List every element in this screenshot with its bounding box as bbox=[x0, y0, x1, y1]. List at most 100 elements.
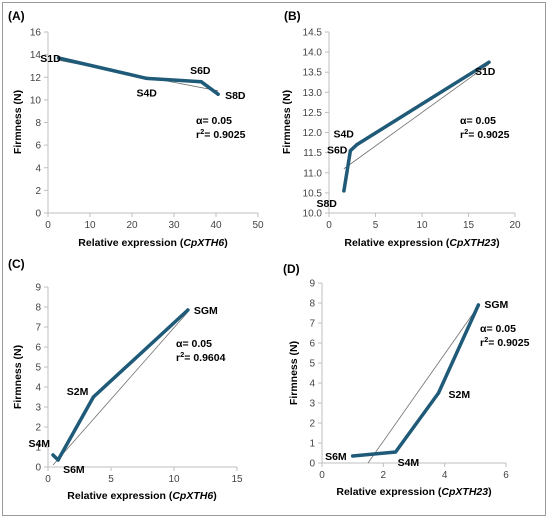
x-tick-label: 40 bbox=[210, 220, 222, 231]
x-tick-label: 0 bbox=[45, 474, 51, 485]
y-tick-label: 16 bbox=[30, 28, 42, 39]
y-tick-label: 2 bbox=[35, 423, 41, 434]
point-label: S4D bbox=[333, 129, 354, 141]
alpha-label: α= 0.05 bbox=[480, 323, 516, 335]
r-squared-label: r2= 0.9025 bbox=[480, 335, 530, 349]
x-axis-title-close: ) bbox=[496, 237, 500, 249]
y-tick-label: 5 bbox=[35, 363, 41, 374]
y-axis-title: Firmness (N) bbox=[288, 341, 300, 405]
data-point bbox=[199, 80, 203, 84]
y-tick-label: 6 bbox=[35, 343, 41, 354]
data-point bbox=[487, 60, 491, 64]
x-axis-title-gene: CpXTH6 bbox=[172, 490, 213, 502]
point-label: S4D bbox=[136, 87, 157, 99]
point-label: S1D bbox=[40, 53, 61, 65]
y-tick-label: 14.0 bbox=[303, 48, 323, 59]
r2-prefix: r bbox=[196, 129, 200, 141]
trendline bbox=[52, 311, 189, 466]
r2-superscript: 2 bbox=[200, 127, 204, 136]
r-squared-label: r2= 0.9604 bbox=[176, 350, 226, 364]
y-axis-title: Firmness (N) bbox=[12, 90, 24, 154]
r2-superscript: 2 bbox=[464, 127, 468, 136]
x-axis-title-close: ) bbox=[488, 486, 492, 498]
y-tick-label: 10.5 bbox=[303, 188, 323, 199]
data-point bbox=[355, 143, 359, 147]
alpha-label: α= 0.05 bbox=[196, 115, 232, 127]
y-tick-label: 5 bbox=[309, 359, 315, 370]
data-point bbox=[56, 458, 60, 462]
y-tick-label: 14 bbox=[30, 50, 42, 61]
trendline bbox=[343, 63, 490, 170]
y-axis-title: Firmness (N) bbox=[12, 345, 24, 409]
y-tick-label: 8 bbox=[35, 303, 41, 314]
data-point bbox=[91, 395, 95, 399]
alpha-label: α= 0.05 bbox=[176, 338, 212, 350]
r2-prefix: r bbox=[480, 337, 484, 349]
x-axis-title-text: Relative expression ( bbox=[67, 490, 173, 502]
data-point bbox=[351, 454, 355, 458]
data-point bbox=[51, 453, 55, 457]
chart-panel-1: (A) 0 2 4 6 8 10 12 14 16 0 10 20 30 40 50 S1D S4D S6D S8D α… bbox=[8, 9, 264, 249]
point-label: S6M bbox=[325, 451, 347, 463]
y-tick-label: 8 bbox=[35, 118, 41, 129]
y-tick-label: 0 bbox=[309, 459, 315, 470]
panel-label: (D) bbox=[283, 262, 300, 276]
x-axis-title-close: ) bbox=[224, 237, 228, 249]
x-tick-label: 5 bbox=[108, 474, 114, 485]
series-line-1 bbox=[51, 308, 190, 462]
point-label: SGM bbox=[484, 299, 508, 311]
x-axis-title: Relative expression (CpXTH6) bbox=[67, 490, 216, 502]
panel-label: (C) bbox=[8, 257, 25, 271]
y-tick-label: 13.0 bbox=[303, 88, 323, 99]
y-tick-label: 1 bbox=[35, 443, 41, 454]
y-tick-label: 0 bbox=[35, 209, 41, 220]
y-tick-label: 11.0 bbox=[303, 168, 322, 179]
y-tick-label: 14.5 bbox=[303, 28, 323, 39]
r-squared-label: r2= 0.9025 bbox=[196, 127, 246, 141]
y-tick-label: 4 bbox=[309, 379, 315, 390]
data-point bbox=[216, 92, 220, 96]
point-label: S2M bbox=[449, 389, 471, 401]
x-tick-label: 4 bbox=[442, 470, 448, 481]
panel-label: (A) bbox=[8, 9, 25, 23]
x-axis-title-gene: CpXTH6 bbox=[183, 237, 224, 249]
r-squared-label: r2= 0.9025 bbox=[460, 127, 510, 141]
y-tick-label: 12.0 bbox=[303, 128, 323, 139]
x-tick-label: 0 bbox=[326, 220, 332, 231]
x-tick-label: 10 bbox=[416, 220, 428, 231]
x-tick-label: 20 bbox=[509, 220, 521, 231]
point-label: S6M bbox=[63, 464, 85, 476]
x-axis-title-gene: CpXTH23 bbox=[449, 237, 496, 249]
y-tick-label: 9 bbox=[309, 279, 315, 290]
point-label: S6D bbox=[327, 145, 348, 157]
r2-value: = 0.9025 bbox=[204, 129, 245, 141]
x-tick-label: 30 bbox=[168, 220, 180, 231]
point-label: S4M bbox=[28, 438, 50, 450]
data-point bbox=[436, 391, 441, 395]
y-tick-label: 10 bbox=[30, 95, 42, 106]
point-label: SGM bbox=[194, 305, 218, 317]
y-tick-label: 8 bbox=[309, 299, 315, 310]
y-tick-label: 6 bbox=[309, 339, 315, 350]
data-point bbox=[476, 303, 480, 307]
x-tick-label: 10 bbox=[84, 220, 96, 231]
data-point bbox=[186, 308, 190, 312]
y-tick-label: 2 bbox=[309, 419, 315, 430]
y-tick-label: 6 bbox=[35, 141, 41, 152]
y-tick-label: 1 bbox=[309, 439, 315, 450]
y-tick-label: 0 bbox=[35, 463, 41, 474]
series-line-1 bbox=[342, 60, 491, 193]
r2-value: = 0.9025 bbox=[468, 129, 509, 141]
point-label: S8D bbox=[225, 90, 246, 102]
x-tick-label: 20 bbox=[126, 220, 138, 231]
y-tick-label: 3 bbox=[309, 399, 315, 410]
r2-prefix: r bbox=[460, 129, 464, 141]
y-tick-label: 11.5 bbox=[303, 148, 322, 159]
y-tick-label: 10.0 bbox=[303, 209, 323, 220]
data-point bbox=[342, 189, 346, 193]
r2-prefix: r bbox=[176, 352, 180, 364]
x-tick-label: 0 bbox=[45, 220, 51, 231]
